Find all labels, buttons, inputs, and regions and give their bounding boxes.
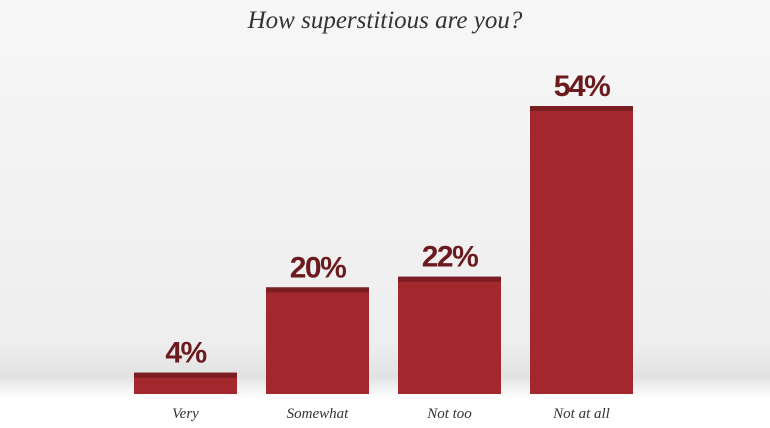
value-label: 4%	[165, 337, 206, 370]
value-label: 20%	[290, 251, 346, 284]
bar-cap	[134, 372, 237, 378]
chart-title: How superstitious are you?	[247, 7, 523, 34]
x-tick-label: Very	[172, 406, 199, 422]
bar-cap	[398, 276, 501, 282]
bar	[530, 106, 633, 394]
x-tick-label: Not at all	[552, 406, 610, 422]
bar	[266, 287, 369, 394]
x-tick-label: Somewhat	[287, 406, 349, 422]
x-tick-label: Not too	[426, 406, 472, 422]
bar	[398, 276, 501, 394]
bar-cap	[530, 106, 633, 111]
bar	[134, 372, 237, 394]
bar-cap	[266, 287, 369, 293]
value-label: 54%	[554, 70, 610, 103]
value-label: 22%	[422, 241, 478, 274]
